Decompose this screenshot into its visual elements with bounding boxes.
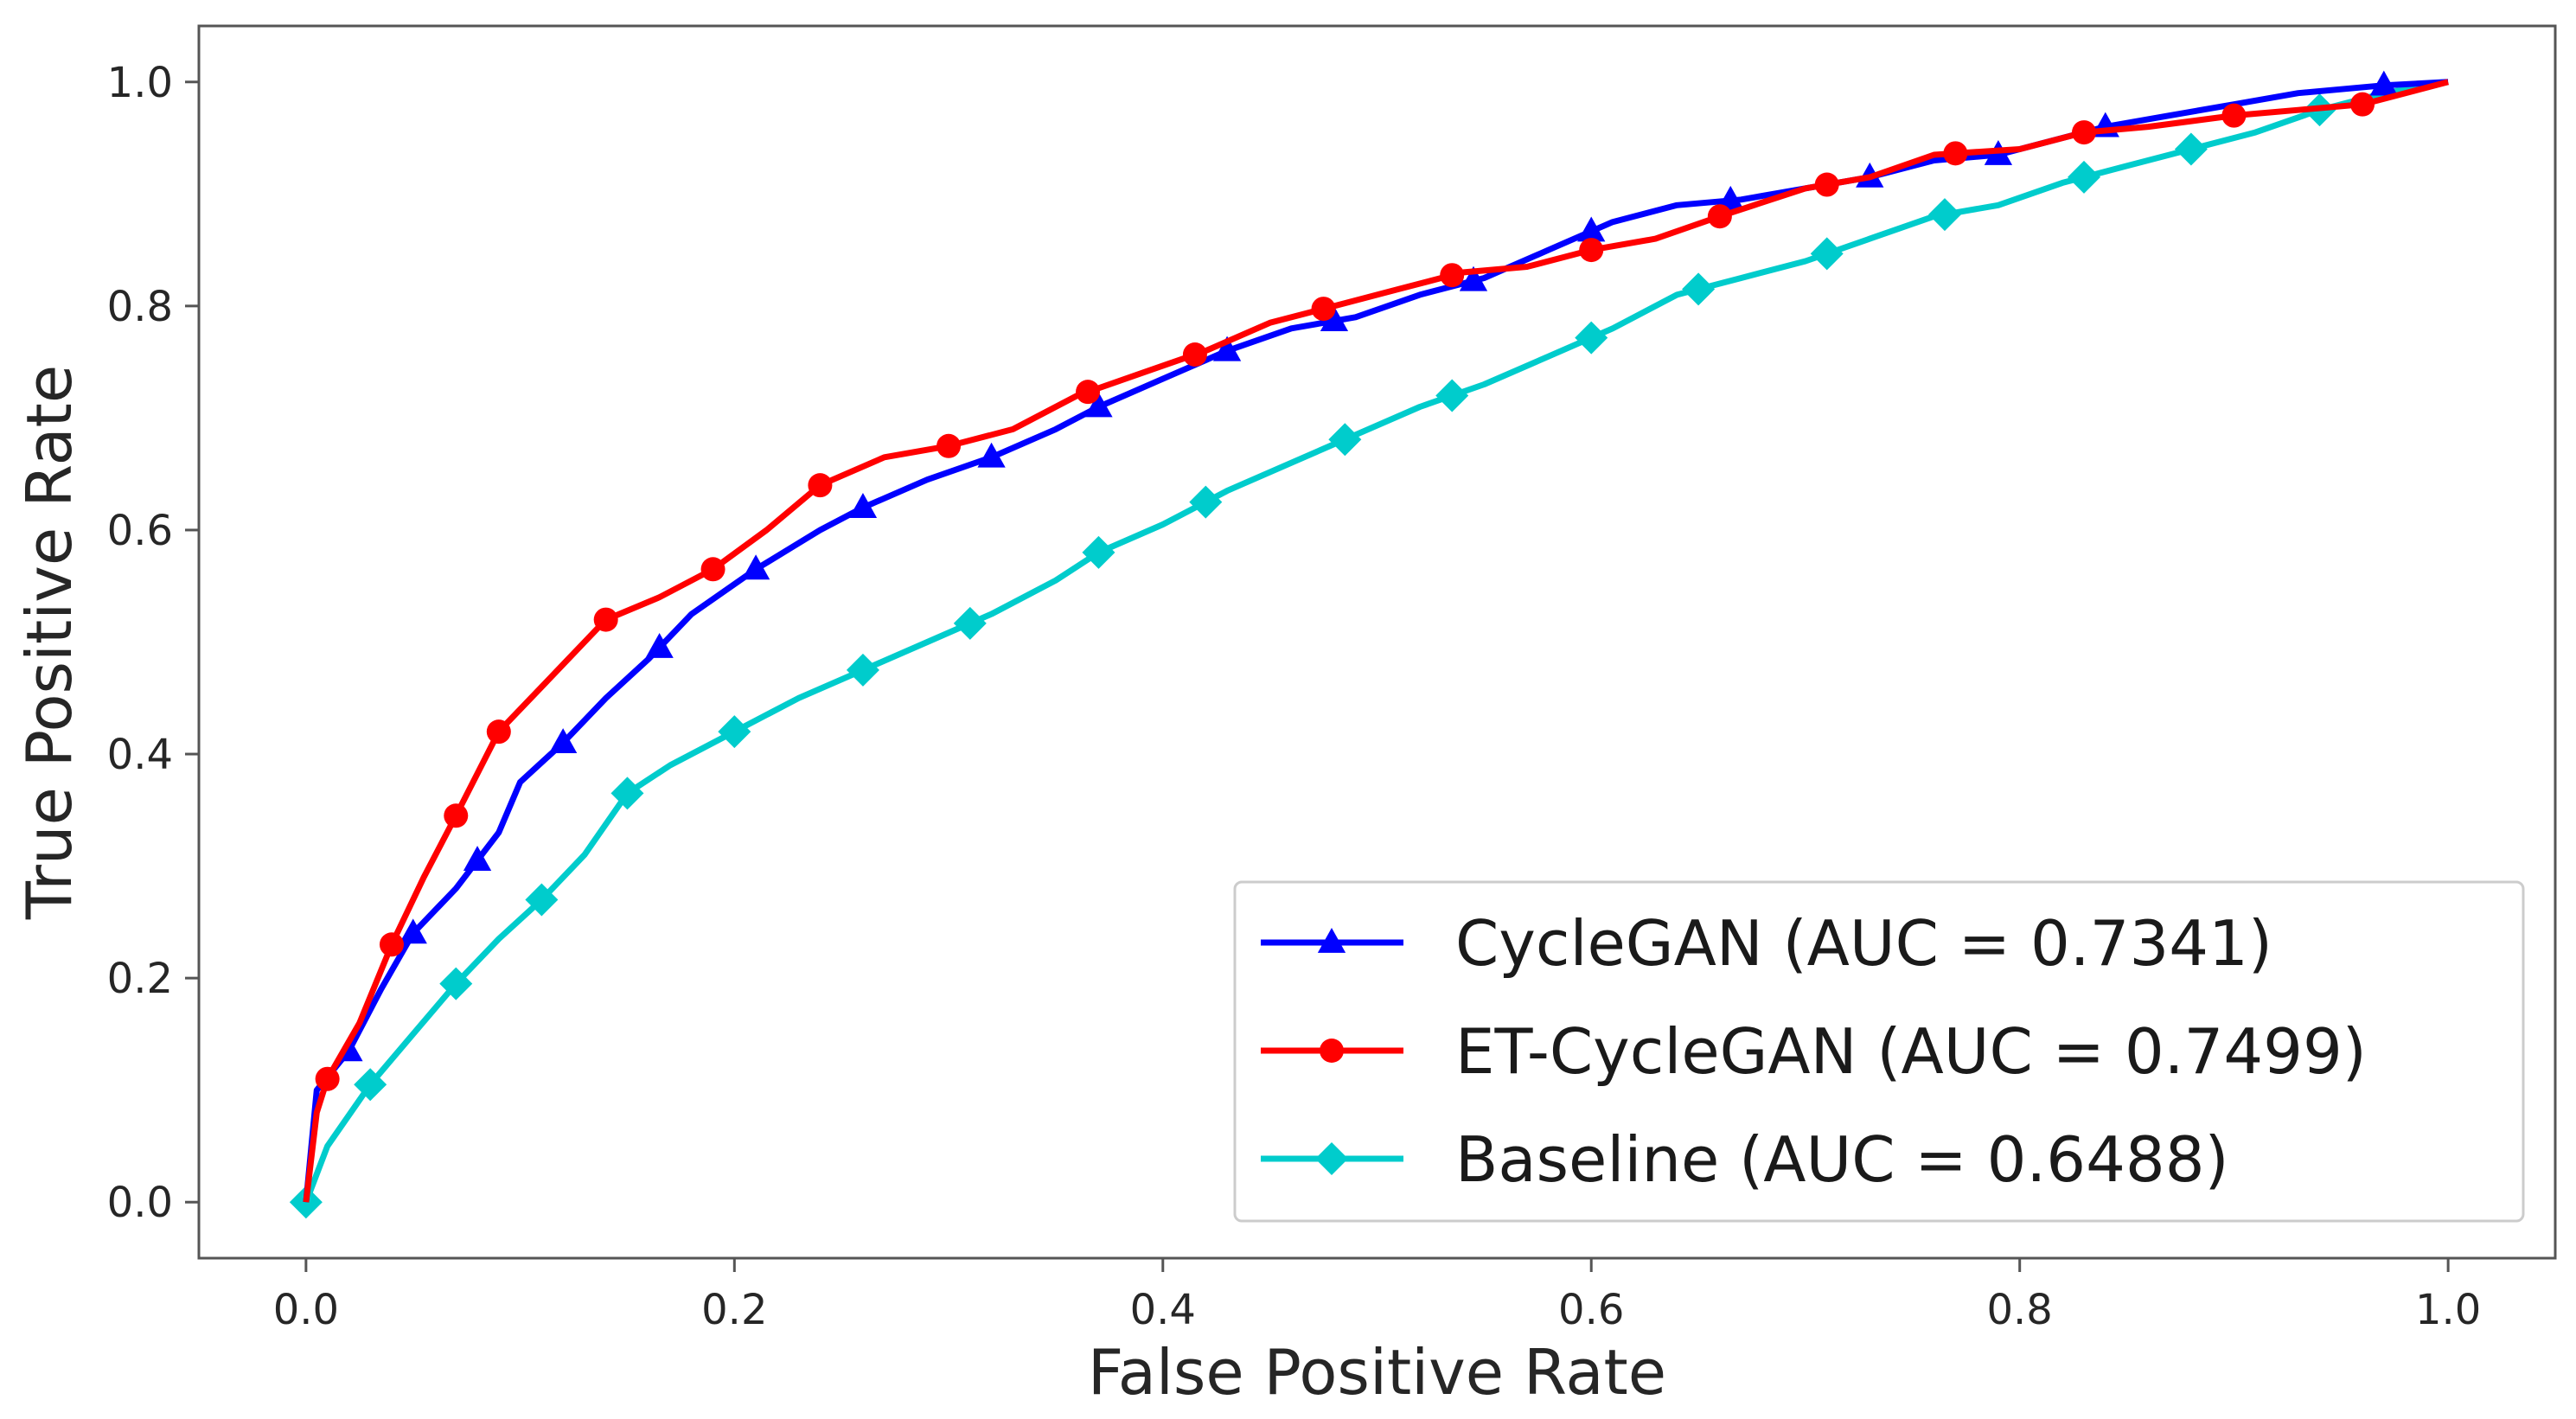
y-tick-label: 0.0 xyxy=(107,1179,173,1227)
x-tick-label: 1.0 xyxy=(2415,1286,2481,1334)
series-marker xyxy=(1577,216,1606,242)
legend-marker xyxy=(1320,1039,1344,1063)
legend-marker xyxy=(1317,928,1346,953)
series-marker xyxy=(977,442,1006,468)
series-marker xyxy=(1320,306,1349,332)
series-marker xyxy=(2072,120,2096,145)
y-tick-label: 0.2 xyxy=(107,955,173,1003)
series-1 xyxy=(303,79,2449,1203)
series-marker xyxy=(1084,392,1113,418)
series-marker xyxy=(1182,342,1207,367)
series-marker xyxy=(1682,272,1716,306)
series-marker xyxy=(718,715,751,749)
series-marker xyxy=(1716,185,1745,211)
x-tick-label: 0.4 xyxy=(1130,1286,1196,1334)
series-2 xyxy=(289,79,2449,1219)
legend-item: CycleGAN (AUC = 0.7341) xyxy=(1261,907,2272,980)
legend-item: Baseline (AUC = 0.6488) xyxy=(1261,1123,2229,1196)
legend: CycleGAN (AUC = 0.7341) ET-CycleGAN (AUC … xyxy=(1233,880,2525,1223)
series-marker xyxy=(593,607,618,632)
series-marker xyxy=(1814,172,1839,197)
series-marker xyxy=(1575,321,1608,355)
legend-item: ET-CycleGAN (AUC = 0.7499) xyxy=(1261,1015,2367,1088)
series-line xyxy=(303,79,2449,1203)
series-marker xyxy=(315,1066,340,1091)
series-marker xyxy=(1707,204,1732,229)
series-marker xyxy=(1435,379,1469,412)
legend-label: CycleGAN (AUC = 0.7341) xyxy=(1455,907,2272,980)
series-marker xyxy=(2350,92,2375,117)
y-tick-label: 0.4 xyxy=(107,731,173,779)
x-tick-label: 0.8 xyxy=(1987,1286,2053,1334)
series-marker xyxy=(525,883,559,917)
y-tick-label: 1.0 xyxy=(107,59,173,107)
series-layer xyxy=(289,70,2449,1219)
x-tick-label: 0.6 xyxy=(1558,1286,1624,1334)
series-marker xyxy=(2221,103,2247,128)
series-marker xyxy=(486,719,511,745)
x-tick-label: 0.2 xyxy=(701,1286,767,1334)
series-marker xyxy=(1311,297,1336,322)
ticks-layer: 0.0 0.2 0.4 0.6 0.8 1.0 0.0 0.2 0.4 0.6 0.8 1.0 xyxy=(107,59,2482,1334)
legend-marker xyxy=(1315,1142,1348,1175)
series-marker xyxy=(2369,70,2398,96)
series-marker xyxy=(936,433,962,458)
series-marker xyxy=(1212,336,1242,361)
series-marker xyxy=(741,554,770,580)
series-marker xyxy=(1189,485,1223,519)
series-marker xyxy=(379,932,404,957)
series-marker xyxy=(548,728,578,753)
series-marker xyxy=(1927,198,1961,232)
series-marker xyxy=(700,557,725,582)
series-marker xyxy=(2068,160,2100,194)
y-axis-label: True Positive Rate xyxy=(13,365,86,920)
y-tick-label: 0.8 xyxy=(107,283,173,331)
legend-box xyxy=(1233,880,2525,1223)
series-marker xyxy=(444,803,469,828)
series-marker xyxy=(846,653,879,687)
series-marker xyxy=(1459,265,1488,291)
series-marker xyxy=(848,493,878,518)
series-marker xyxy=(463,846,492,872)
series-marker xyxy=(1328,423,1362,457)
series-marker xyxy=(953,606,987,640)
series-marker xyxy=(610,777,644,810)
series-marker xyxy=(1810,237,1844,271)
series-marker xyxy=(1082,535,1115,569)
y-tick-label: 0.6 xyxy=(107,507,173,555)
series-marker xyxy=(808,473,833,498)
legend-label: ET-CycleGAN (AUC = 0.7499) xyxy=(1455,1015,2367,1088)
legend-label: Baseline (AUC = 0.6488) xyxy=(1455,1123,2229,1196)
series-marker xyxy=(645,632,674,658)
series-marker xyxy=(2174,132,2208,166)
series-marker xyxy=(1943,141,1968,166)
series-marker xyxy=(289,1186,323,1219)
series-marker xyxy=(399,918,427,944)
series-marker xyxy=(1579,238,1604,263)
x-axis-label: False Positive Rate xyxy=(1088,1336,1666,1409)
series-marker xyxy=(1076,380,1101,405)
series-marker xyxy=(354,1068,387,1102)
x-tick-label: 0.0 xyxy=(273,1286,339,1334)
series-marker xyxy=(439,967,473,1000)
series-marker xyxy=(1440,263,1465,288)
